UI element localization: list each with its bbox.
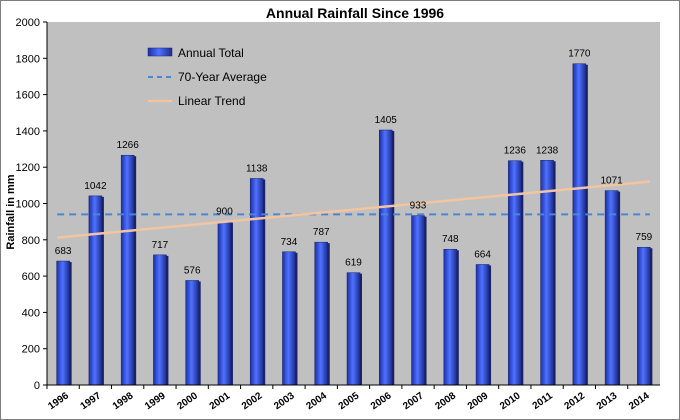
y-tick-label: 400 — [22, 307, 40, 319]
data-label: 1071 — [600, 176, 623, 187]
bar — [314, 241, 328, 386]
data-label: 1042 — [84, 181, 107, 192]
data-label: 1238 — [536, 145, 559, 156]
y-tick-label: 800 — [22, 235, 40, 247]
bar — [153, 254, 167, 386]
data-label: 1266 — [117, 140, 140, 151]
legend-label: 70-Year Average — [178, 70, 267, 84]
y-tick-label: 600 — [22, 271, 40, 283]
legend-label: Linear Trend — [178, 94, 245, 108]
bar — [346, 272, 361, 386]
bar — [379, 129, 393, 386]
data-label: 683 — [55, 246, 72, 257]
data-label: 787 — [313, 227, 330, 238]
bar — [572, 63, 587, 386]
y-tick-label: 1800 — [16, 53, 40, 65]
bar — [411, 215, 425, 386]
y-axis-title: Rainfall in mm — [5, 174, 17, 249]
bar — [443, 248, 458, 386]
trend-line — [57, 180, 650, 239]
data-label: 900 — [216, 207, 233, 218]
y-tick-label: 2000 — [16, 17, 40, 29]
y-tick-label: 200 — [22, 344, 40, 356]
y-tick-label: 0 — [34, 380, 40, 392]
data-label: 664 — [474, 249, 491, 260]
y-tick-label: 1600 — [16, 90, 40, 102]
y-tick-label: 1400 — [16, 126, 40, 138]
data-label: 734 — [281, 237, 298, 248]
lines-layer — [57, 180, 650, 239]
data-label: 759 — [636, 232, 653, 243]
bar — [604, 190, 619, 386]
data-label: 933 — [410, 201, 427, 212]
data-label: 1405 — [375, 115, 398, 126]
data-label: 748 — [442, 234, 459, 245]
data-label: 1236 — [504, 146, 527, 157]
data-label: 1770 — [568, 49, 591, 60]
bar — [185, 280, 199, 386]
legend-swatch-bar — [147, 47, 173, 57]
bar — [475, 264, 490, 386]
y-tick-label: 1200 — [16, 162, 40, 174]
legend-label: Annual Total — [178, 46, 244, 60]
bars-layer — [56, 63, 653, 386]
data-label: 619 — [345, 258, 362, 269]
y-axis-ticks: 0 200 400 600 800 1000 1200 1400 1600 1800 2000 — [16, 17, 47, 392]
bar — [282, 251, 296, 386]
chart-title: Annual Rainfall Since 1996 — [266, 5, 444, 21]
bar — [540, 160, 554, 386]
bar — [249, 178, 264, 386]
data-label: 576 — [184, 265, 201, 276]
bar — [217, 221, 232, 386]
data-label: 1138 — [246, 163, 268, 174]
bar — [56, 260, 70, 386]
data-label: 717 — [152, 240, 169, 251]
bar — [637, 246, 651, 386]
legend: Annual Total 70-Year Average Linear Trend — [147, 46, 267, 108]
data-labels-layer: 683 1042 1266 717 576 900 1138 734 787 619 1405 933… — [55, 49, 653, 277]
bar — [120, 154, 135, 386]
bar — [88, 195, 103, 386]
y-tick-label: 1000 — [16, 199, 40, 211]
